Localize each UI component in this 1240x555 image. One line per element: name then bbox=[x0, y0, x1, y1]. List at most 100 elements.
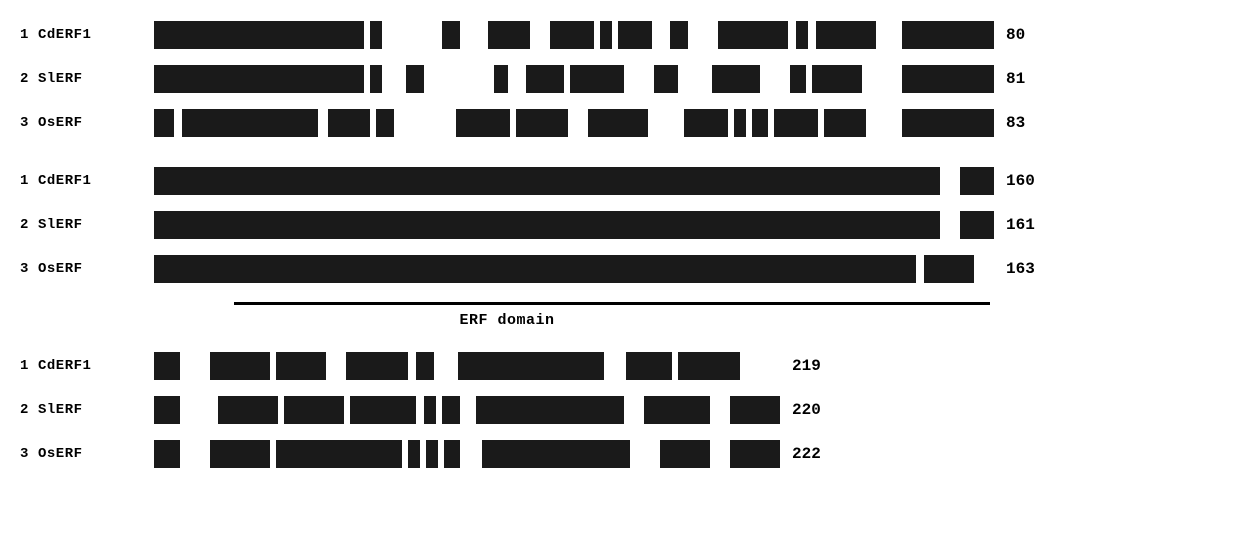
conserved-segment bbox=[154, 211, 940, 239]
conserved-segment bbox=[712, 65, 760, 93]
conserved-segment bbox=[684, 109, 728, 137]
sequence-label: SlERF bbox=[38, 71, 124, 87]
conserved-segment bbox=[370, 21, 382, 49]
conserved-segment bbox=[812, 65, 862, 93]
sequence-label: SlERF bbox=[38, 402, 124, 418]
domain-underline-line bbox=[234, 302, 990, 305]
gap-segment bbox=[652, 21, 670, 49]
conserved-segment bbox=[370, 65, 382, 93]
sequence-index: 2 bbox=[20, 71, 38, 87]
sequence-bar bbox=[154, 109, 994, 137]
conserved-segment bbox=[154, 65, 364, 93]
gap-segment bbox=[180, 396, 218, 424]
gap-segment bbox=[530, 21, 550, 49]
conserved-segment bbox=[488, 21, 530, 49]
sequence-alignment-figure: 1CdERF1802SlERF813OsERF831CdERF11602SlER… bbox=[20, 20, 1220, 469]
alignment-row: 1CdERF1160 bbox=[20, 166, 1220, 196]
conserved-segment bbox=[442, 396, 460, 424]
gap-segment bbox=[408, 352, 416, 380]
conserved-segment bbox=[154, 21, 364, 49]
conserved-segment bbox=[796, 21, 808, 49]
sequence-index: 3 bbox=[20, 115, 38, 131]
sequence-label: OsERF bbox=[38, 446, 124, 462]
gap-segment bbox=[862, 65, 902, 93]
conserved-segment bbox=[960, 211, 994, 239]
conserved-segment bbox=[406, 65, 424, 93]
alignment-row: 2SlERF220 bbox=[20, 395, 1220, 425]
sequence-end-position: 81 bbox=[1006, 70, 1025, 88]
conserved-segment bbox=[284, 396, 344, 424]
gap-segment bbox=[710, 440, 730, 468]
gap-segment bbox=[382, 21, 442, 49]
sequence-index: 3 bbox=[20, 261, 38, 277]
sequence-end-position: 220 bbox=[792, 401, 821, 419]
conserved-segment bbox=[644, 396, 710, 424]
conserved-segment bbox=[902, 109, 994, 137]
sequence-index: 2 bbox=[20, 217, 38, 233]
gap-segment bbox=[624, 396, 644, 424]
alignment-row: 3OsERF222 bbox=[20, 439, 1220, 469]
conserved-segment bbox=[902, 21, 994, 49]
sequence-bar bbox=[154, 167, 994, 195]
gap-segment bbox=[180, 352, 210, 380]
conserved-segment bbox=[346, 352, 408, 380]
conserved-segment bbox=[424, 396, 436, 424]
alignment-block: 1CdERF1802SlERF813OsERF83 bbox=[20, 20, 1220, 138]
gap-segment bbox=[710, 396, 730, 424]
conserved-segment bbox=[154, 352, 180, 380]
alignment-block: 1CdERF11602SlERF1613OsERF163 bbox=[20, 166, 1220, 284]
alignment-row: 2SlERF 81 bbox=[20, 64, 1220, 94]
conserved-segment bbox=[670, 21, 688, 49]
conserved-segment bbox=[408, 440, 420, 468]
gap-segment bbox=[460, 440, 482, 468]
conserved-segment bbox=[816, 21, 876, 49]
gap-segment bbox=[180, 440, 210, 468]
alignment-block: 1CdERF12192SlERF2203OsERF222 bbox=[20, 351, 1220, 469]
alignment-row: 2SlERF 161 bbox=[20, 210, 1220, 240]
gap-segment bbox=[318, 109, 328, 137]
sequence-end-position: 161 bbox=[1006, 216, 1035, 234]
sequence-label: SlERF bbox=[38, 217, 124, 233]
conserved-segment bbox=[444, 440, 460, 468]
conserved-segment bbox=[960, 167, 994, 195]
sequence-label: CdERF1 bbox=[38, 358, 124, 374]
conserved-segment bbox=[570, 65, 624, 93]
sequence-end-position: 160 bbox=[1006, 172, 1035, 190]
gap-segment bbox=[394, 109, 456, 137]
gap-segment bbox=[760, 65, 790, 93]
conserved-segment bbox=[790, 65, 806, 93]
conserved-segment bbox=[476, 396, 624, 424]
sequence-index: 1 bbox=[20, 27, 38, 43]
gap-segment bbox=[630, 440, 660, 468]
conserved-segment bbox=[626, 352, 672, 380]
sequence-label: CdERF1 bbox=[38, 27, 124, 43]
conserved-segment bbox=[550, 21, 594, 49]
conserved-segment bbox=[678, 352, 740, 380]
alignment-row: 3OsERF163 bbox=[20, 254, 1220, 284]
gap-segment bbox=[424, 65, 494, 93]
conserved-segment bbox=[718, 21, 788, 49]
conserved-segment bbox=[154, 440, 180, 468]
conserved-segment bbox=[210, 440, 270, 468]
sequence-bar bbox=[154, 396, 780, 424]
sequence-label: OsERF bbox=[38, 115, 124, 131]
conserved-segment bbox=[276, 352, 326, 380]
conserved-segment bbox=[588, 109, 648, 137]
gap-segment bbox=[648, 109, 684, 137]
conserved-segment bbox=[218, 396, 278, 424]
conserved-segment bbox=[154, 255, 916, 283]
sequence-bar bbox=[154, 21, 994, 49]
conserved-segment bbox=[660, 440, 710, 468]
sequence-bar bbox=[154, 352, 780, 380]
gap-segment bbox=[916, 255, 924, 283]
alignment-row: 1CdERF180 bbox=[20, 20, 1220, 50]
sequence-index: 1 bbox=[20, 358, 38, 374]
sequence-bar bbox=[154, 440, 780, 468]
gap-segment bbox=[678, 65, 712, 93]
conserved-segment bbox=[482, 440, 630, 468]
sequence-label: CdERF1 bbox=[38, 173, 124, 189]
gap-segment bbox=[808, 21, 816, 49]
gap-segment bbox=[460, 21, 488, 49]
sequence-end-position: 222 bbox=[792, 445, 821, 463]
gap-segment bbox=[568, 109, 588, 137]
